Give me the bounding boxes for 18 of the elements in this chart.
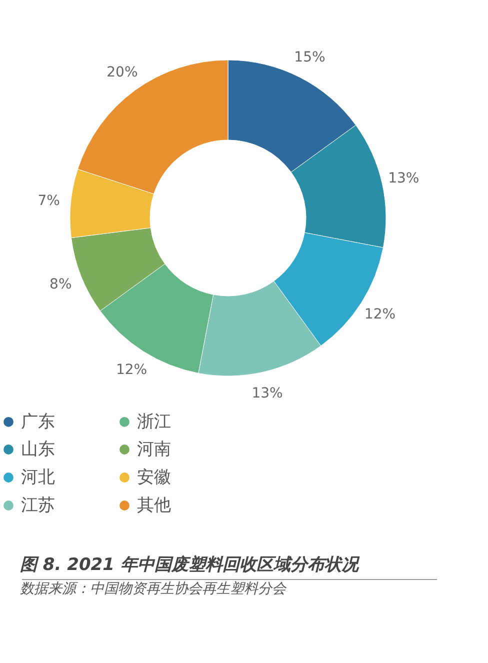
data-label: 7% [38,193,60,210]
data-label: 13% [388,170,420,187]
legend-label: 河北 [21,468,55,488]
legend-label: 安徽 [137,468,171,488]
source-note: 数据来源：中国物资再生协会再生塑料分会 [20,581,287,597]
legend-label: 山东 [21,440,55,460]
legend-label: 浙江 [137,412,171,432]
legend-label: 广东 [21,412,55,432]
data-label: 15% [294,50,326,66]
legend-label: 其他 [137,496,171,516]
text: 图 8. 2021 年中国废塑料回收区域分布状况 [20,554,360,575]
legend-label: 河南 [137,440,171,460]
data-label: 8% [50,276,72,292]
data-label: 12% [364,306,396,322]
data-label: 13% [252,386,283,402]
legend-label: 江苏 [21,496,55,516]
data-label: 20% [106,64,138,80]
data-label: 12% [116,362,148,378]
